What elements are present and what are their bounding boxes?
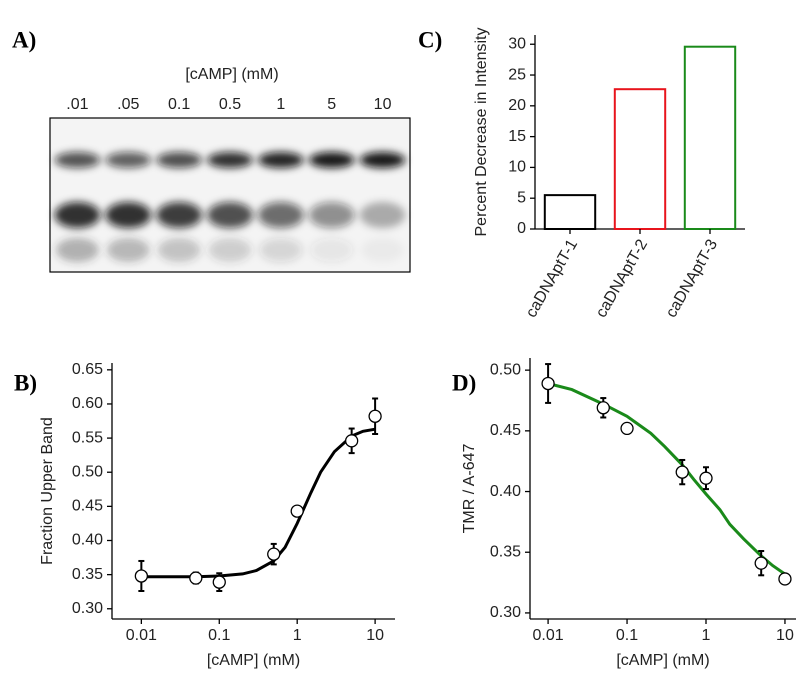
x-tick-label: 0.1: [616, 627, 638, 644]
data-point: [368, 409, 382, 423]
gel-band: [359, 202, 406, 228]
y-tick-label: 0: [517, 220, 526, 237]
gel-band: [207, 152, 253, 168]
y-tick-label: 15: [508, 128, 526, 145]
x-tick-label: 0.01: [533, 627, 564, 644]
data-point: [699, 471, 713, 485]
gel-band: [359, 152, 406, 168]
x-tick-label: caDNAptT-2: [593, 237, 651, 321]
fit-line: [141, 427, 376, 579]
data-point: [541, 376, 555, 391]
lane-label: 5: [327, 96, 336, 113]
x-tick-label: 0.01: [126, 627, 157, 644]
gel-band: [308, 152, 355, 168]
y-tick-label: 0.60: [72, 395, 103, 412]
data-point: [345, 434, 359, 448]
gel-smear: [310, 238, 354, 262]
lane-label: 1: [276, 96, 285, 113]
y-tick-label: 30: [508, 35, 526, 52]
y-tick-label: 0.45: [490, 422, 521, 439]
lane-label: 0.5: [219, 96, 241, 113]
y-tick-label: 0.55: [72, 429, 103, 446]
lane-label: .01: [66, 96, 88, 113]
y-axis-title: TMR / A-647: [461, 444, 478, 534]
x-axis-title: [cAMP] (mM): [616, 652, 709, 669]
x-tick-label: caDNAptT-1: [523, 237, 581, 321]
gel-band: [156, 152, 203, 168]
data-point: [596, 401, 610, 415]
lane-label: 0.1: [168, 96, 190, 113]
gel-smear: [106, 238, 150, 262]
gel-bands: [54, 152, 406, 262]
y-tick-label: 0.30: [72, 600, 103, 617]
y-tick-label: 0.35: [72, 566, 103, 583]
x-tick-label: 10: [366, 627, 384, 644]
y-tick-label: 20: [508, 97, 526, 114]
bar: [613, 88, 667, 230]
panel-label: A): [12, 27, 36, 52]
data-point: [212, 575, 226, 589]
data-point: [754, 556, 768, 570]
y-tick-label: 0.50: [72, 463, 103, 480]
y-tick-label: 0.40: [72, 532, 103, 549]
y-tick-label: 0.50: [490, 361, 521, 378]
x-tick-label: 10: [776, 627, 794, 644]
data-point: [134, 569, 149, 583]
y-tick-label: 10: [508, 159, 526, 176]
y-tick-label: 0.65: [72, 361, 103, 378]
bar: [683, 45, 737, 231]
gel-smear: [361, 238, 404, 262]
data-point: [267, 547, 281, 561]
y-tick-label: 0.35: [490, 543, 521, 560]
gel-smear: [208, 238, 252, 262]
data-point: [778, 572, 792, 586]
panel-label: D): [452, 370, 476, 395]
gel-band: [105, 202, 152, 228]
x-axis-title: [cAMP] (mM): [207, 652, 300, 669]
gel-band: [207, 202, 253, 228]
gel-band: [257, 152, 304, 168]
fit-line: [547, 382, 786, 576]
panel-label: C): [418, 27, 442, 52]
lane-label: .05: [117, 96, 139, 113]
gel-band: [54, 202, 101, 228]
y-tick-label: 25: [508, 66, 526, 83]
y-axis-title: Percent Decrease in Intensity: [473, 28, 490, 237]
gel-smear: [56, 238, 99, 262]
y-tick-label: 0.40: [490, 483, 521, 500]
data-point: [675, 465, 689, 479]
x-tick-label: 0.1: [208, 627, 230, 644]
gel-band: [156, 202, 203, 228]
gel-band: [257, 202, 304, 228]
gel-band: [54, 152, 101, 168]
gel-band: [308, 202, 355, 228]
gel-smear: [157, 238, 201, 262]
x-tick-label: 1: [293, 627, 302, 644]
bar: [543, 194, 597, 230]
y-tick-label: 5: [517, 189, 526, 206]
y-tick-label: 0.45: [72, 498, 103, 515]
data-point: [189, 571, 203, 585]
gel-band: [105, 152, 152, 168]
gel-smear: [259, 238, 303, 262]
data-point: [290, 504, 304, 518]
panel-label: B): [14, 370, 37, 395]
y-tick-label: 0.30: [490, 604, 521, 621]
gel-title: [cAMP] (mM): [185, 66, 278, 83]
x-tick-label: 1: [702, 627, 711, 644]
y-axis-title: Fraction Upper Band: [39, 417, 56, 565]
lane-label: 10: [374, 96, 392, 113]
data-point: [620, 421, 634, 436]
x-tick-label: caDNAptT-3: [663, 237, 721, 321]
